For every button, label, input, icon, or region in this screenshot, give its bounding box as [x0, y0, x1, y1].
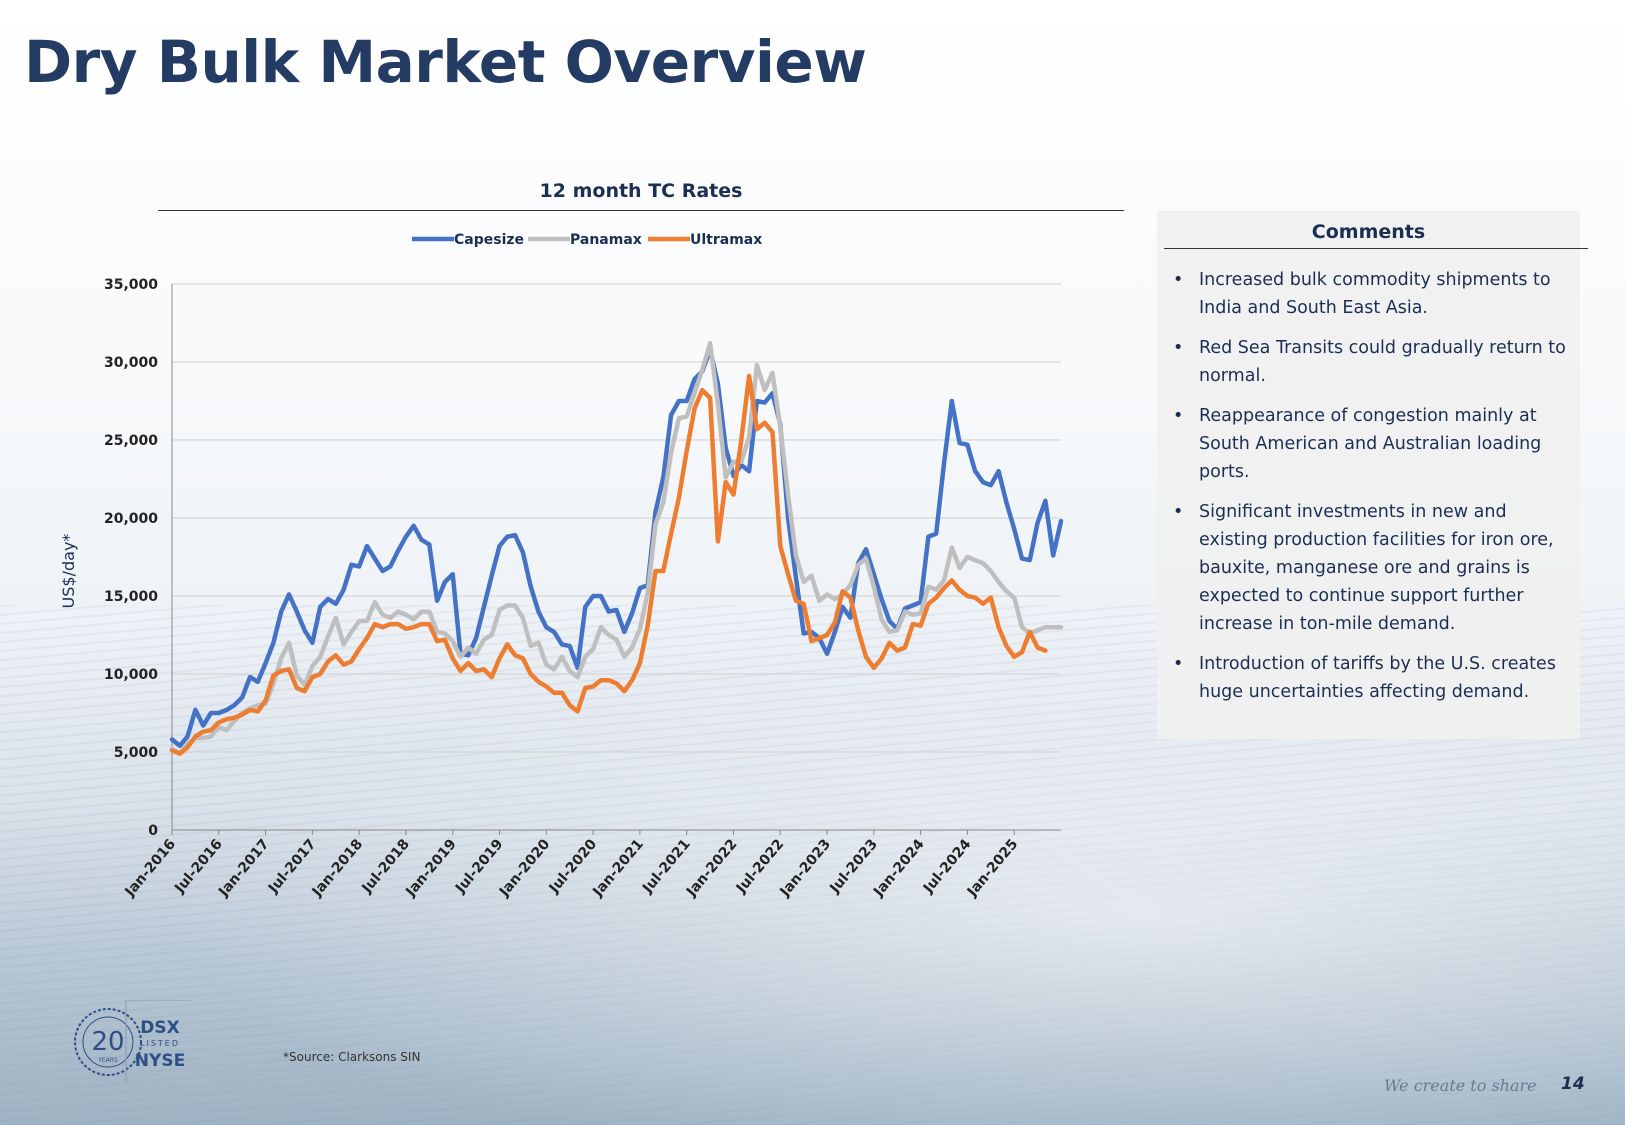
comment-item: • Red Sea Transits could gradually return… — [1169, 334, 1567, 390]
y-axis-label: US$/day* — [59, 534, 78, 609]
y-tick-label: 30,000 — [104, 355, 158, 371]
chart-legend: Capesize Panamax Ultramax — [412, 232, 762, 248]
comment-item: • Significant investments in new and exis… — [1169, 498, 1567, 638]
chart-title-rule — [158, 210, 1124, 211]
y-tick-label: 20,000 — [104, 511, 158, 527]
bullet-icon: • — [1173, 338, 1184, 358]
comments-title: Comments — [1311, 221, 1426, 243]
footer-tagline: We create to share — [1384, 1076, 1537, 1095]
y-tick-label: 10,000 — [104, 667, 158, 683]
bullet-icon: • — [1173, 406, 1184, 426]
y-tick-label: 25,000 — [104, 433, 158, 449]
logo-exchange-nyse: NYSE — [135, 1051, 185, 1071]
logo-exchange-dsx: DSX — [140, 1018, 179, 1038]
comment-text: Reappearance of congestion mainly at Sou… — [1199, 406, 1542, 482]
y-tick-label: 5,000 — [114, 745, 159, 761]
y-tick-label: 0 — [148, 823, 158, 839]
bullet-icon: • — [1173, 270, 1184, 290]
comments-list: • Increased bulk commodity shipments to I… — [1169, 266, 1567, 718]
chart-gridlines — [172, 283, 1061, 753]
logo-years-label: YEARS — [97, 1057, 118, 1064]
y-tick-label: 15,000 — [104, 589, 158, 605]
comment-text: Significant investments in new and exist… — [1199, 502, 1554, 634]
chart-series — [169, 341, 1064, 756]
logo-listed: LISTED — [140, 1039, 180, 1048]
series-line-panamax — [169, 341, 1064, 756]
legend-label-ultramax: Ultramax — [690, 232, 762, 248]
legend-label-capesize: Capesize — [454, 232, 524, 248]
comment-item: • Increased bulk commodity shipments to I… — [1169, 266, 1567, 322]
series-line-capesize — [169, 347, 1064, 749]
comments-panel: Comments • Increased bulk commodity shipm… — [1157, 211, 1588, 739]
logo-years: 20 — [91, 1027, 124, 1057]
chart-title: 12 month TC Rates — [539, 180, 743, 202]
comment-text: Introduction of tariffs by the U.S. crea… — [1199, 654, 1556, 702]
bullet-icon: • — [1173, 502, 1184, 522]
bullet-icon: • — [1173, 654, 1184, 674]
line-chart: Capesize Panamax Ultramax 0 5,000 10,000 15,0… — [59, 232, 1064, 901]
comments-title-rule — [1164, 248, 1588, 249]
chart-axes: 0 5,000 10,000 15,000 20,000 25,000 30,000 35,0… — [104, 277, 1061, 901]
page-number: 14 — [1561, 1074, 1585, 1094]
company-logo: 20 YEARS DSX LISTED NYSE — [74, 1000, 192, 1082]
comment-item: • Introduction of tariffs by the U.S. cre… — [1169, 650, 1567, 706]
comment-text: Increased bulk commodity shipments to In… — [1199, 270, 1551, 318]
series-line-ultramax — [169, 373, 1048, 756]
page-title: Dry Bulk Market Overview — [24, 28, 867, 96]
x-tick-label: Jan-2016 — [122, 836, 180, 900]
comment-item: • Reappearance of congestion mainly at So… — [1169, 402, 1567, 486]
legend-label-panamax: Panamax — [570, 232, 642, 248]
y-tick-label: 35,000 — [104, 277, 158, 293]
comment-text: Red Sea Transits could gradually return … — [1199, 338, 1566, 386]
source-note: *Source: Clarksons SIN — [283, 1050, 421, 1064]
